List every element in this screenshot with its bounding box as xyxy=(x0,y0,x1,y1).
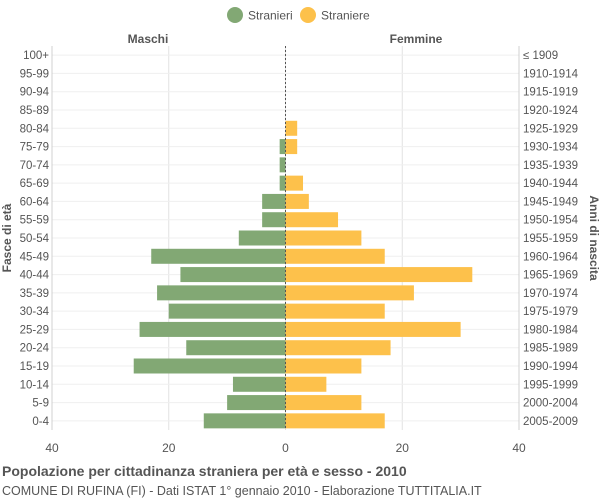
age-group-label: 30-34 xyxy=(20,306,50,318)
legend-swatch-straniere xyxy=(300,7,316,23)
birth-year-label: 1980-1984 xyxy=(523,324,579,336)
chart-subtitle: COMUNE DI RUFINA (FI) - Dati ISTAT 1° ge… xyxy=(2,484,482,498)
bar-male-40-44 xyxy=(180,267,286,283)
x-tick-label: 40 xyxy=(512,441,526,455)
age-group-label: 20-24 xyxy=(20,343,50,355)
birth-year-label: 1965-1969 xyxy=(523,270,578,282)
birth-year-label: 2005-2009 xyxy=(523,416,578,428)
birth-year-label: 1940-1944 xyxy=(523,178,579,190)
bar-male-55-59 xyxy=(262,212,286,228)
legend-label-stranieri: Stranieri xyxy=(248,9,293,23)
age-group-label: 50-54 xyxy=(20,233,50,245)
x-tick-label: 40 xyxy=(45,441,59,455)
bar-male-60-64 xyxy=(262,193,286,209)
bar-female-40-44 xyxy=(285,267,473,283)
birth-year-label: 1970-1974 xyxy=(523,288,579,300)
age-group-label: 10-14 xyxy=(20,379,50,391)
age-group-label: 90-94 xyxy=(20,87,50,99)
bar-male-0-4 xyxy=(203,413,286,429)
birth-year-label: 1995-1999 xyxy=(523,379,578,391)
bar-female-80-84 xyxy=(285,120,298,136)
bar-female-60-64 xyxy=(285,193,309,209)
header-femmine: Femmine xyxy=(390,32,443,46)
birth-year-label: 2000-2004 xyxy=(523,398,579,410)
bar-male-50-54 xyxy=(238,230,286,246)
age-group-label: 85-89 xyxy=(20,105,49,117)
legend-swatch-stranieri xyxy=(227,7,243,23)
birth-year-label: 1985-1989 xyxy=(523,343,578,355)
birth-year-label: 1975-1979 xyxy=(523,306,578,318)
age-group-label: 15-19 xyxy=(20,361,49,373)
age-group-label: 70-74 xyxy=(20,160,50,172)
chart-svg: 100+ ≤ 1909 95-99 1910-1914 90-94 1915-1919 85… xyxy=(0,7,600,455)
age-group-label: 100+ xyxy=(23,50,49,62)
chart-title: Popolazione per cittadinanza straniera p… xyxy=(2,463,407,479)
x-tick-label: 20 xyxy=(396,441,410,455)
age-group-label: 55-59 xyxy=(20,215,49,227)
x-tick-label: 20 xyxy=(162,441,176,455)
bar-female-10-14 xyxy=(285,376,327,392)
birth-year-label: 1955-1959 xyxy=(523,233,578,245)
age-group-label: 75-79 xyxy=(20,142,49,154)
age-group-label: 0-4 xyxy=(32,416,49,428)
age-group-label: 40-44 xyxy=(20,270,50,282)
age-group-label: 60-64 xyxy=(20,196,50,208)
age-group-label: 25-29 xyxy=(20,324,49,336)
bar-male-75-79 xyxy=(279,139,286,155)
bar-female-55-59 xyxy=(285,212,339,228)
birth-year-label: 1950-1954 xyxy=(523,215,579,227)
bar-female-20-24 xyxy=(285,340,391,356)
age-group-label: 95-99 xyxy=(20,68,49,80)
age-group-label: 45-49 xyxy=(20,251,49,263)
birth-year-label: ≤ 1909 xyxy=(523,50,558,62)
bar-male-30-34 xyxy=(168,303,286,319)
bar-male-25-29 xyxy=(139,321,286,337)
bar-male-10-14 xyxy=(232,376,286,392)
bar-male-65-69 xyxy=(279,175,286,191)
bar-female-65-69 xyxy=(285,175,304,191)
age-group-label: 80-84 xyxy=(20,123,50,135)
birth-year-label: 1960-1964 xyxy=(523,251,579,263)
bar-female-5-9 xyxy=(285,395,362,411)
birth-year-label: 1945-1949 xyxy=(523,196,578,208)
population-pyramid-chart: 100+ ≤ 1909 95-99 1910-1914 90-94 1915-1919 85… xyxy=(0,7,600,455)
bar-male-15-19 xyxy=(133,358,286,374)
x-tick-label: 0 xyxy=(282,441,289,455)
bar-female-45-49 xyxy=(285,248,385,264)
bar-female-30-34 xyxy=(285,303,385,319)
age-group-label: 5-9 xyxy=(32,398,49,410)
bar-female-0-4 xyxy=(285,413,385,429)
bar-female-75-79 xyxy=(285,139,298,155)
bar-male-70-74 xyxy=(279,157,286,173)
bar-male-45-49 xyxy=(151,248,286,264)
y-axis-title-right: Anni di nascita xyxy=(587,195,600,281)
birth-year-label: 1920-1924 xyxy=(523,105,579,117)
y-axis-title-left: Fasce di età xyxy=(0,203,14,272)
bar-female-15-19 xyxy=(285,358,362,374)
birth-year-label: 1915-1919 xyxy=(523,87,578,99)
age-group-label: 65-69 xyxy=(20,178,49,190)
birth-year-label: 1935-1939 xyxy=(523,160,578,172)
bar-female-35-39 xyxy=(285,285,414,301)
birth-year-label: 1990-1994 xyxy=(523,361,579,373)
bar-female-50-54 xyxy=(285,230,362,246)
age-group-label: 35-39 xyxy=(20,288,49,300)
bar-female-25-29 xyxy=(285,321,461,337)
header-maschi: Maschi xyxy=(128,32,169,46)
bar-male-20-24 xyxy=(186,340,286,356)
legend-label-straniere: Straniere xyxy=(321,9,370,23)
birth-year-label: 1910-1914 xyxy=(523,68,579,80)
birth-year-label: 1930-1934 xyxy=(523,142,579,154)
bar-male-35-39 xyxy=(157,285,286,301)
bar-male-5-9 xyxy=(227,395,286,411)
birth-year-label: 1925-1929 xyxy=(523,123,578,135)
